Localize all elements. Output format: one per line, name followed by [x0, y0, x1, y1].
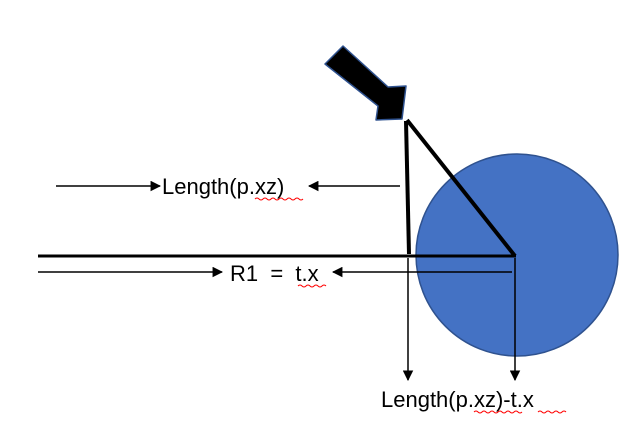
spellcheck-underline-top — [254, 197, 304, 201]
spellcheck-underline-bottom-2 — [537, 410, 567, 414]
length-bottom-label: Length(p.xz)-t.x — [381, 387, 534, 412]
length-top-label: Length(p.xz) — [162, 174, 284, 199]
r1-label: R1 = t.x — [230, 261, 319, 286]
spellcheck-underline-bottom-1 — [473, 410, 523, 414]
thick-black-arrow-icon — [324, 45, 407, 121]
spellcheck-underline-r1 — [297, 284, 327, 288]
triangle-hypotenuse-line — [405, 118, 517, 258]
triangle-vertical-line — [404, 120, 411, 255]
